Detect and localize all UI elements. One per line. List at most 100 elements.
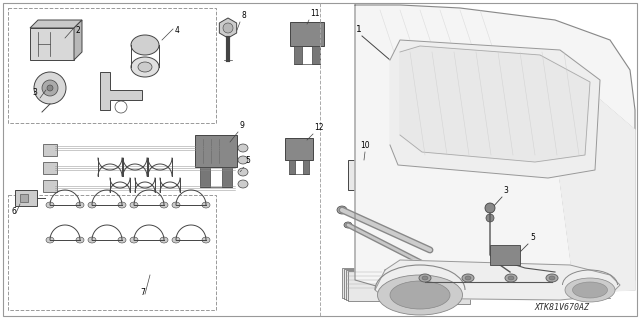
Ellipse shape [130,202,138,208]
Ellipse shape [378,275,463,315]
Ellipse shape [390,281,450,309]
Ellipse shape [238,168,248,176]
Text: 6: 6 [12,207,17,216]
Ellipse shape [160,202,168,208]
Bar [390,235,445,243]
Bar [294,46,302,64]
Bar [342,268,387,298]
Circle shape [42,80,58,96]
Bar [348,160,380,190]
Bar [346,270,391,300]
Ellipse shape [505,274,517,282]
Text: 3: 3 [503,186,508,195]
Bar [390,215,445,223]
Circle shape [427,163,437,173]
Ellipse shape [76,202,84,208]
Bar [410,264,468,302]
Bar [390,225,445,233]
Bar [412,266,470,304]
Bar [390,235,400,243]
Ellipse shape [46,237,54,243]
Text: 2: 2 [75,26,80,35]
Circle shape [115,101,127,113]
Bar [43,144,57,156]
Bar [222,167,232,187]
Text: 5: 5 [530,233,535,242]
Ellipse shape [76,237,84,243]
Ellipse shape [138,62,152,72]
Bar [490,245,520,265]
Bar [390,225,400,233]
Bar [290,22,324,46]
Bar [43,162,57,174]
Ellipse shape [419,274,431,282]
Polygon shape [560,80,635,292]
Text: 7: 7 [140,288,145,297]
Bar [344,269,389,299]
Text: 10: 10 [360,141,370,150]
Bar [390,245,445,253]
Ellipse shape [337,206,347,214]
Circle shape [486,214,494,222]
Ellipse shape [422,276,428,280]
Text: 8: 8 [242,11,247,20]
Bar [408,262,466,300]
Bar [30,28,74,60]
Bar [8,8,216,123]
Bar [43,180,57,192]
Ellipse shape [130,237,138,243]
Ellipse shape [160,237,168,243]
Polygon shape [220,18,237,38]
Bar [303,160,309,174]
Polygon shape [375,260,620,300]
Ellipse shape [238,156,248,164]
Polygon shape [355,5,635,295]
Ellipse shape [462,274,474,282]
Polygon shape [100,72,142,110]
Ellipse shape [131,57,159,77]
Ellipse shape [238,180,248,188]
Bar [8,195,216,310]
Bar [312,46,320,64]
Ellipse shape [202,202,210,208]
Circle shape [47,85,53,91]
Ellipse shape [465,276,471,280]
Ellipse shape [118,237,126,243]
Ellipse shape [88,237,96,243]
Circle shape [485,203,495,213]
Text: 5: 5 [245,156,250,165]
Text: 13: 13 [445,143,454,152]
Text: 7: 7 [578,268,583,277]
Ellipse shape [202,237,210,243]
Ellipse shape [344,222,352,228]
Bar [15,190,37,206]
Bar [390,215,400,223]
Bar [195,135,237,167]
Ellipse shape [118,202,126,208]
Polygon shape [30,20,82,28]
Ellipse shape [46,202,54,208]
Ellipse shape [549,276,555,280]
Ellipse shape [131,35,159,55]
Bar [390,245,400,253]
Ellipse shape [546,274,558,282]
Polygon shape [74,20,82,60]
Ellipse shape [172,202,180,208]
Text: 9: 9 [240,121,245,130]
Text: 4: 4 [175,26,180,35]
Polygon shape [390,40,600,178]
Ellipse shape [172,237,180,243]
Text: 3: 3 [32,88,37,97]
Bar [348,271,393,301]
Text: 12: 12 [314,123,323,132]
Ellipse shape [508,276,514,280]
Ellipse shape [88,202,96,208]
Ellipse shape [565,278,615,302]
Text: XTK81V670AZ: XTK81V670AZ [535,303,590,312]
Polygon shape [400,46,590,162]
Bar [20,194,28,202]
Ellipse shape [573,282,607,298]
Text: 1: 1 [356,25,362,34]
Circle shape [34,72,66,104]
Bar [285,138,313,160]
